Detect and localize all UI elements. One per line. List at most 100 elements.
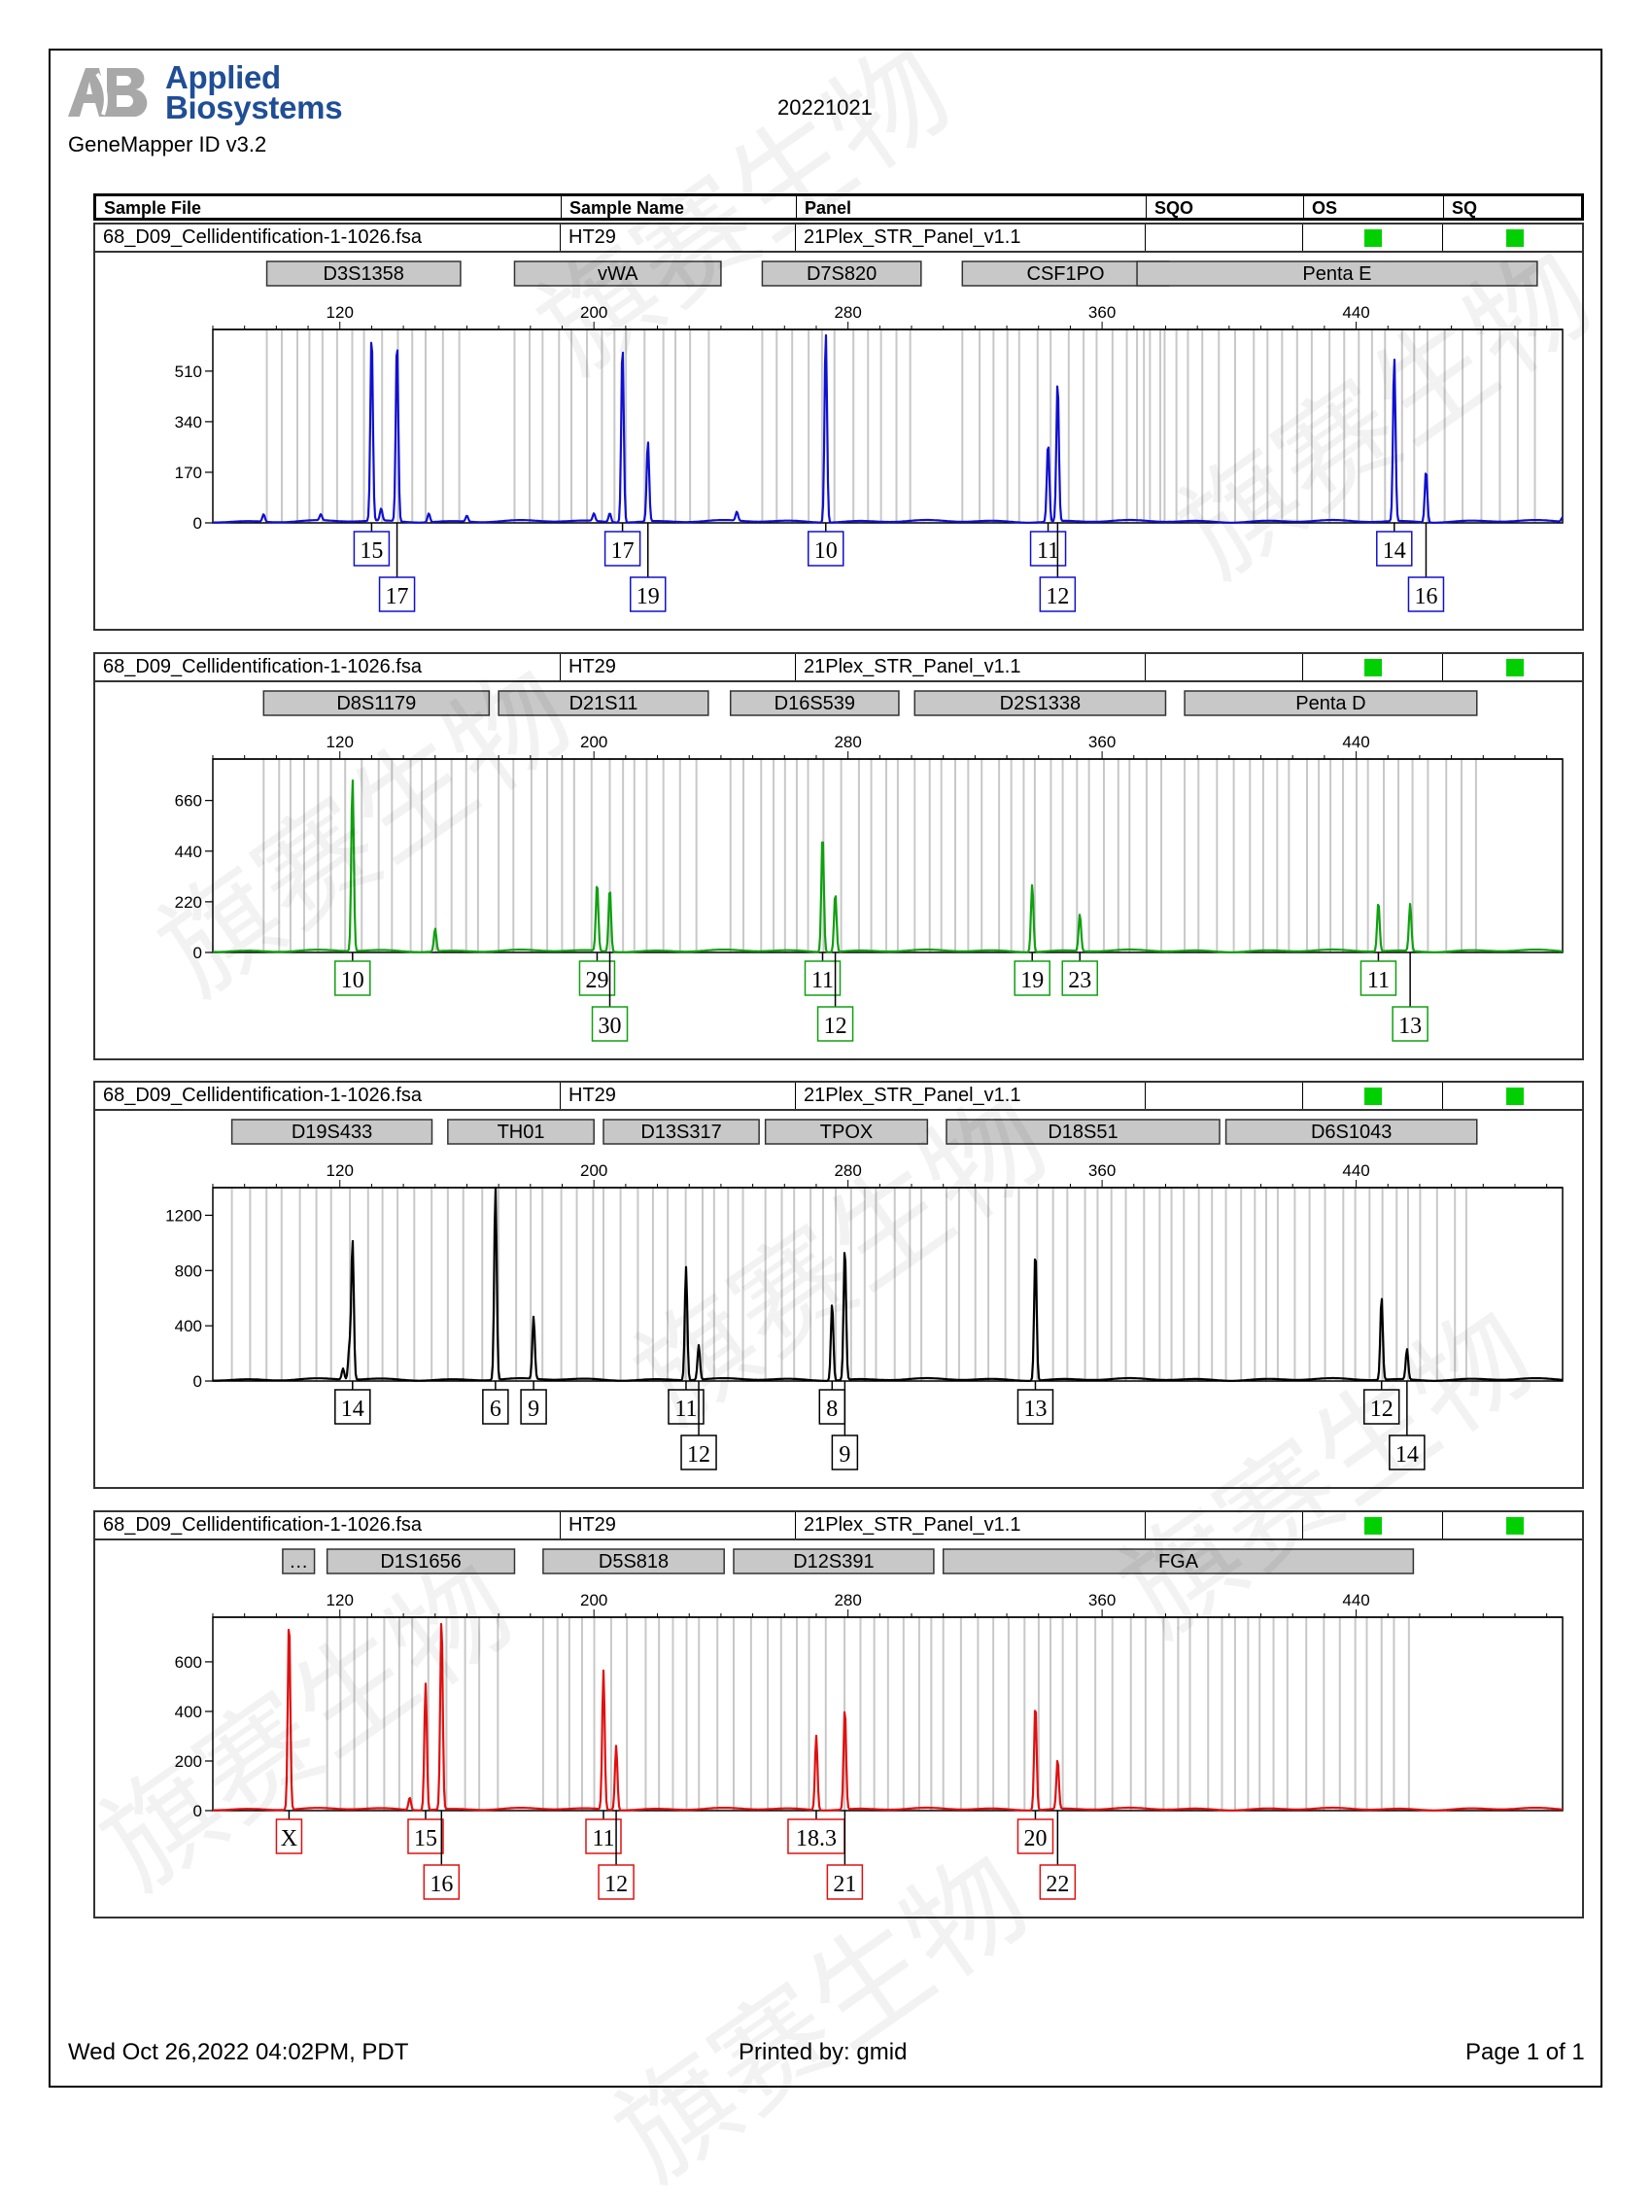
marker-box[interactable] [764, 1119, 929, 1145]
allele-label-box[interactable] [407, 1818, 444, 1854]
allele-label-box[interactable] [1039, 576, 1077, 612]
allele-label-box[interactable] [668, 1389, 705, 1425]
allele-label-box[interactable] [804, 960, 842, 996]
applied-biosystems-logo: Applied Biosystems [68, 61, 360, 134]
marker-box[interactable] [946, 1119, 1221, 1145]
x-tick-label: 120 [327, 1591, 354, 1609]
marker-box[interactable] [1224, 1119, 1478, 1145]
allele-label: 11 [674, 1397, 697, 1422]
marker-box[interactable] [729, 690, 900, 716]
x-tick-label: 440 [1342, 733, 1369, 751]
marker-box[interactable] [913, 690, 1167, 716]
x-tick-label: 440 [1342, 1591, 1369, 1609]
allele-label-box[interactable] [603, 531, 641, 567]
marker-box[interactable] [513, 260, 722, 287]
allele-label-box[interactable] [598, 1864, 635, 1900]
x-tick-label: 280 [834, 1591, 861, 1609]
allele-label-box[interactable] [808, 531, 844, 567]
sq-status-indicator [1506, 1517, 1524, 1535]
allele-label-box[interactable] [353, 531, 391, 567]
marker-label: D2S1338 [1000, 693, 1081, 714]
allele-label-box[interactable] [1407, 576, 1445, 612]
allele-label-box[interactable] [378, 576, 416, 612]
allele-label-box[interactable] [816, 1006, 854, 1042]
allele-label: 10 [341, 968, 364, 993]
marker-box[interactable] [447, 1119, 595, 1145]
marker-box[interactable] [961, 260, 1170, 287]
column-header-panel: Panel [805, 198, 852, 218]
allele-label-box[interactable] [1392, 1006, 1428, 1042]
marker-box[interactable] [542, 1548, 725, 1574]
y-tick-label: 0 [193, 514, 202, 533]
marker-box[interactable] [282, 1548, 316, 1574]
marker-label: TPOX [820, 1122, 873, 1143]
allele-label-box[interactable] [1039, 1864, 1077, 1900]
allele-label-box[interactable] [1362, 1389, 1400, 1425]
electropherogram-red: … D1S1656 D5S818 D12S391 FGA 120 200 280 360 440 0… [175, 1548, 1564, 1900]
marker-box[interactable] [1136, 260, 1538, 287]
marker-label: D1S1656 [380, 1551, 461, 1573]
allele-label-box[interactable] [1061, 960, 1098, 996]
allele-label-box[interactable] [591, 1006, 629, 1042]
allele-label: 12 [687, 1442, 710, 1468]
allele-label-box[interactable] [680, 1434, 717, 1470]
marker-box[interactable] [498, 690, 709, 716]
y-tick-label: 800 [175, 1262, 202, 1280]
allele-label: 12 [824, 1014, 847, 1039]
marker-box[interactable] [942, 1548, 1415, 1574]
allele-label-box[interactable] [585, 1818, 622, 1854]
sample-name: HT29 [568, 656, 616, 677]
allele-label-box[interactable] [482, 1389, 509, 1425]
allele-label-box[interactable] [1016, 1818, 1054, 1854]
allele-label-box[interactable] [520, 1389, 547, 1425]
marker-box[interactable] [262, 690, 491, 716]
allele-label: 21 [833, 1872, 856, 1897]
allele-label-box[interactable] [423, 1864, 461, 1900]
allele-label: 13 [1398, 1014, 1422, 1039]
allele-label-box[interactable] [1016, 1389, 1054, 1425]
marker-box[interactable] [1184, 690, 1478, 716]
sq-status-indicator [1506, 659, 1524, 676]
sq-status-indicator [1506, 1088, 1524, 1105]
plot-area [212, 758, 1564, 953]
marker-box[interactable] [326, 1548, 516, 1574]
allele-label-box[interactable] [334, 960, 371, 996]
column-header-sq: SQ [1452, 198, 1478, 218]
sample-file: 68_D09_Cellidentification-1-1026.fsa [103, 226, 422, 248]
marker-box[interactable] [761, 260, 922, 287]
allele-label-box[interactable] [578, 960, 616, 996]
allele-label-box[interactable] [1029, 531, 1067, 567]
marker-label: D16S539 [774, 693, 855, 714]
x-tick-label: 120 [327, 733, 354, 751]
allele-label-box[interactable] [1359, 960, 1397, 996]
marker-box[interactable] [265, 260, 462, 287]
allele-label: 17 [611, 538, 635, 564]
y-tick-label: 400 [175, 1703, 202, 1721]
marker-label: D8S1179 [336, 693, 416, 714]
allele-label-box[interactable] [831, 1434, 859, 1470]
allele-label-box[interactable] [818, 1389, 846, 1425]
allele-label-box[interactable] [629, 576, 667, 612]
x-tick-label: 440 [1342, 303, 1369, 322]
marker-box[interactable] [602, 1119, 760, 1145]
y-tick-label: 340 [175, 413, 202, 432]
y-tick-label: 0 [193, 1802, 202, 1820]
allele-label-box[interactable] [1389, 1434, 1426, 1470]
allele-label-box[interactable] [1014, 960, 1050, 996]
os-status-indicator [1364, 229, 1382, 247]
marker-label: FGA [1158, 1551, 1199, 1573]
allele-label-box[interactable] [1376, 531, 1413, 567]
allele-label-box[interactable] [275, 1818, 303, 1854]
marker-box[interactable] [230, 1119, 433, 1145]
allele-label-box[interactable] [334, 1389, 371, 1425]
sample-name: HT29 [568, 226, 616, 248]
marker-box[interactable] [733, 1548, 935, 1574]
allele-label-box[interactable] [826, 1864, 864, 1900]
x-tick-label: 200 [580, 1161, 607, 1180]
allele-label: 19 [637, 584, 660, 609]
sample-file: 68_D09_Cellidentification-1-1026.fsa [103, 1514, 422, 1536]
marker-label: D19S433 [292, 1122, 372, 1143]
allele-label: 19 [1020, 968, 1044, 993]
allele-label-box[interactable] [787, 1818, 845, 1854]
marker-label: D5S818 [599, 1551, 669, 1573]
